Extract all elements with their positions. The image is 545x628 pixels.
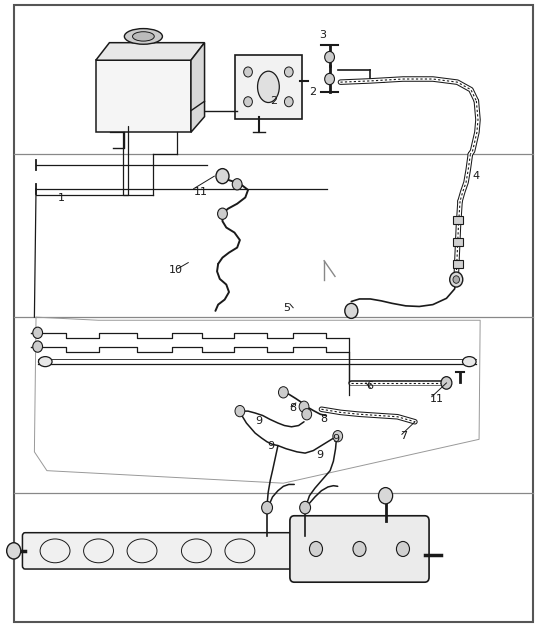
Text: 9: 9: [267, 441, 274, 450]
Text: 8: 8: [289, 403, 296, 413]
Circle shape: [325, 51, 335, 63]
Text: 1: 1: [58, 193, 65, 203]
Bar: [453, 238, 463, 246]
Text: 7: 7: [400, 431, 407, 441]
Text: 5: 5: [283, 303, 290, 313]
FancyBboxPatch shape: [22, 533, 300, 569]
Ellipse shape: [258, 71, 279, 102]
Circle shape: [302, 409, 312, 420]
Circle shape: [396, 541, 409, 556]
Circle shape: [333, 431, 343, 442]
Circle shape: [33, 327, 43, 338]
Text: 3: 3: [319, 30, 326, 40]
Text: 11: 11: [430, 394, 444, 404]
Circle shape: [7, 543, 21, 559]
Circle shape: [278, 387, 288, 398]
Circle shape: [244, 97, 252, 107]
Circle shape: [450, 272, 463, 287]
Bar: [96, 60, 191, 133]
Circle shape: [345, 303, 358, 318]
Text: 4: 4: [473, 171, 480, 181]
Text: 9: 9: [332, 435, 340, 445]
Circle shape: [325, 73, 335, 85]
Text: 2: 2: [270, 96, 277, 106]
Ellipse shape: [39, 357, 52, 367]
Circle shape: [244, 67, 252, 77]
Circle shape: [300, 501, 311, 514]
Circle shape: [310, 541, 323, 556]
Circle shape: [299, 401, 309, 413]
Text: 8: 8: [320, 414, 328, 424]
Ellipse shape: [463, 357, 476, 367]
Text: 9: 9: [255, 416, 262, 426]
Circle shape: [262, 501, 272, 514]
Text: 11: 11: [193, 187, 208, 197]
Polygon shape: [191, 43, 204, 133]
Circle shape: [453, 276, 459, 283]
Text: 2: 2: [309, 87, 316, 97]
Circle shape: [232, 178, 242, 190]
Ellipse shape: [124, 29, 162, 44]
Circle shape: [284, 67, 293, 77]
Polygon shape: [96, 43, 204, 60]
Circle shape: [235, 406, 245, 417]
Circle shape: [379, 487, 392, 504]
FancyBboxPatch shape: [290, 516, 429, 582]
Circle shape: [216, 169, 229, 183]
Text: 10: 10: [169, 265, 183, 275]
FancyBboxPatch shape: [235, 55, 302, 119]
Text: 6: 6: [366, 381, 373, 391]
Bar: [453, 260, 463, 268]
Circle shape: [33, 341, 43, 352]
Bar: [453, 216, 463, 224]
Circle shape: [441, 377, 452, 389]
Circle shape: [284, 97, 293, 107]
Text: 9: 9: [316, 450, 323, 460]
Circle shape: [353, 541, 366, 556]
Ellipse shape: [132, 31, 154, 41]
Circle shape: [217, 208, 227, 219]
